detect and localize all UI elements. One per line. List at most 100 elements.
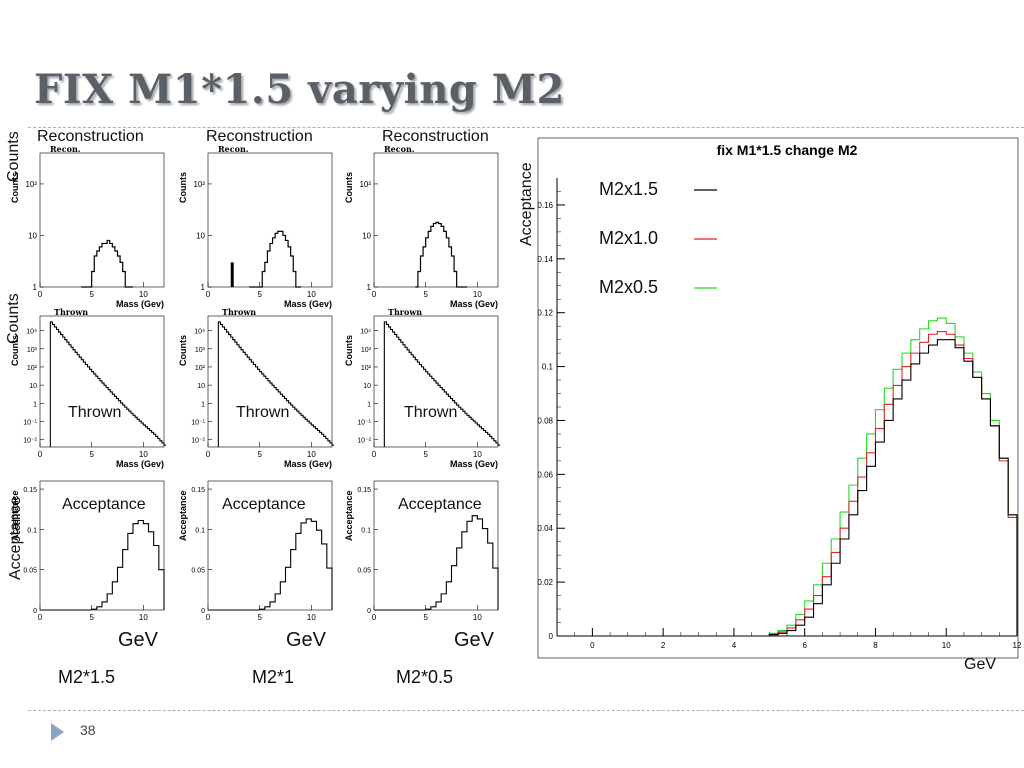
thrown-y-tick-label: 10²: [361, 365, 372, 372]
recon-xtitle: Mass (Gev): [116, 299, 164, 309]
thrown-ytitle: Counts: [344, 335, 354, 366]
recon-title: Recon.: [384, 144, 415, 154]
recon-caption-3: Reconstruction: [382, 128, 489, 145]
acc-caption-3: Acceptance: [398, 496, 482, 514]
thrown-y-tick-label: 10⁻²: [191, 438, 205, 445]
acc-x-tick-label: 0: [206, 613, 211, 622]
thrown-title: Thrown: [222, 307, 256, 317]
thrown-y-tick-label: 10⁻¹: [23, 420, 37, 427]
recon-xtitle: Mass (Gev): [284, 299, 332, 309]
thrown-y-tick-label: 10: [197, 383, 205, 390]
recon-y-tick-label: 10²: [25, 180, 37, 189]
thrown-x-tick-label: 5: [423, 450, 428, 459]
big-y-tick-label: 0.12: [537, 309, 553, 318]
page-number: 38: [80, 722, 96, 738]
recon-y-tick-label: 1: [367, 283, 372, 292]
thrown-caption-3: Thrown: [404, 404, 458, 421]
thrown-y-tick-label: 10⁻¹: [357, 420, 371, 427]
big-y-tick-label: 0.08: [537, 416, 553, 425]
legend-label-M2x1.5: M2x1.5: [599, 179, 658, 199]
big-plot-ylabel: Acceptance: [518, 162, 535, 246]
big-x-tick-label: 12: [1013, 641, 1022, 650]
thrown-x-tick-label: 0: [206, 450, 211, 459]
recon-histogram: [81, 239, 133, 288]
recon-x-tick-label: 5: [423, 290, 428, 299]
big-y-tick-label: 0.04: [537, 524, 553, 533]
big-y-tick-label: 0.02: [537, 578, 553, 587]
recon-frame: [207, 152, 333, 288]
big-x-tick-label: 4: [732, 641, 737, 650]
recon-caption-2: Reconstruction: [206, 128, 313, 145]
big-plot-frame: [537, 137, 1019, 659]
thrown-y-tick-label: 10⁴: [194, 329, 205, 336]
footer-divider: [28, 710, 1024, 711]
thrown-title: Thrown: [388, 307, 422, 317]
acc-x-tick-label: 10: [473, 613, 482, 622]
big-x-tick-label: 0: [590, 641, 595, 650]
series-line-M2x0.5: [768, 317, 1018, 636]
recon-ytitle: Counts: [344, 172, 354, 203]
acc-y-tick-label: 0.05: [23, 568, 37, 575]
acc-x-tick-label: 10: [307, 613, 316, 622]
recon-y-tick-label: 1: [33, 283, 38, 292]
big-x-tick-label: 8: [873, 641, 878, 650]
recon-x-tick-label: 0: [38, 290, 43, 299]
acc-y-tick-label: 0: [367, 608, 371, 615]
big-y-tick-label: 0.16: [537, 201, 553, 210]
acc-y-tick-label: 0.15: [191, 487, 205, 494]
big-x-tick-label: 6: [802, 641, 807, 650]
recon-y-tick-label: 10²: [193, 180, 205, 189]
acc-y-tick-label: 0.1: [361, 527, 371, 534]
acc-histogram: [91, 519, 165, 610]
recon-frame: [373, 152, 499, 288]
recon-xtitle: Mass (Gev): [450, 299, 498, 309]
acc-x-tick-label: 5: [423, 613, 428, 622]
thrown-y-tick-label: 10²: [195, 365, 206, 372]
recon-y-tick-label: 10²: [359, 180, 371, 189]
recon-x-tick-label: 0: [206, 290, 211, 299]
column-label-2: M2*1: [252, 667, 295, 687]
acc-histogram: [425, 515, 499, 610]
acc-caption-1: Acceptance: [62, 496, 146, 514]
acceptance-comparison-chart: fix M1*1.5 change M2 0 0.02 0.04 0.06 0.08 0.…: [537, 137, 1022, 659]
recon-x-tick-label: 5: [257, 290, 262, 299]
thrown-y-tick-label: 10⁻¹: [191, 420, 205, 427]
gev-label-2: GeV: [286, 629, 327, 651]
thrown-histogram: [217, 321, 335, 447]
thrown-ytitle: Counts: [10, 335, 20, 366]
series-line-M2x1.5: [768, 339, 1018, 636]
column-label-3: M2*0.5: [396, 667, 454, 687]
recon-x-tick-label: 5: [89, 290, 94, 299]
acc-y-tick-label: 0: [33, 608, 37, 615]
acc-histogram: [259, 518, 333, 610]
thrown-x-tick-label: 0: [372, 450, 377, 459]
legend-label-M2x1.0: M2x1.0: [599, 228, 658, 248]
column-label-1: M2*1.5: [58, 667, 116, 687]
thrown-x-tick-label: 5: [89, 450, 94, 459]
thrown-y-tick-label: 10²: [27, 365, 38, 372]
acc-caption-2: Acceptance: [222, 496, 306, 514]
thrown-y-tick-label: 10⁻²: [357, 438, 371, 445]
legend-label-M2x0.5: M2x0.5: [599, 277, 658, 297]
thrown-x-tick-label: 5: [257, 450, 262, 459]
big-x-tick-label: 10: [942, 641, 951, 650]
thrown-caption-1: Thrown: [68, 404, 122, 421]
acc-x-tick-label: 5: [257, 613, 262, 622]
acc-ytitle: Acceptance: [10, 490, 20, 541]
recon-x-tick-label: 10: [307, 290, 316, 299]
thrown-y-tick-label: 10³: [361, 347, 372, 354]
thrown-y-tick-label: 10³: [27, 347, 38, 354]
recon-caption-1: Reconstruction: [37, 128, 144, 145]
acc-y-tick-label: 0.1: [27, 527, 37, 534]
thrown-x-tick-label: 10: [139, 450, 148, 459]
recon-spike: [230, 262, 234, 287]
slide-title: FIX M1*1.5 varying M2: [34, 66, 565, 113]
acc-x-tick-label: 0: [372, 613, 377, 622]
acc-x-tick-label: 5: [89, 613, 94, 622]
thrown-y-tick-label: 10⁴: [360, 329, 371, 336]
thrown-y-tick-label: 1: [33, 401, 37, 408]
thrown-ytitle: Counts: [178, 335, 188, 366]
big-y-tick-label: 0.06: [537, 470, 553, 479]
thrown-histogram: [383, 321, 501, 447]
